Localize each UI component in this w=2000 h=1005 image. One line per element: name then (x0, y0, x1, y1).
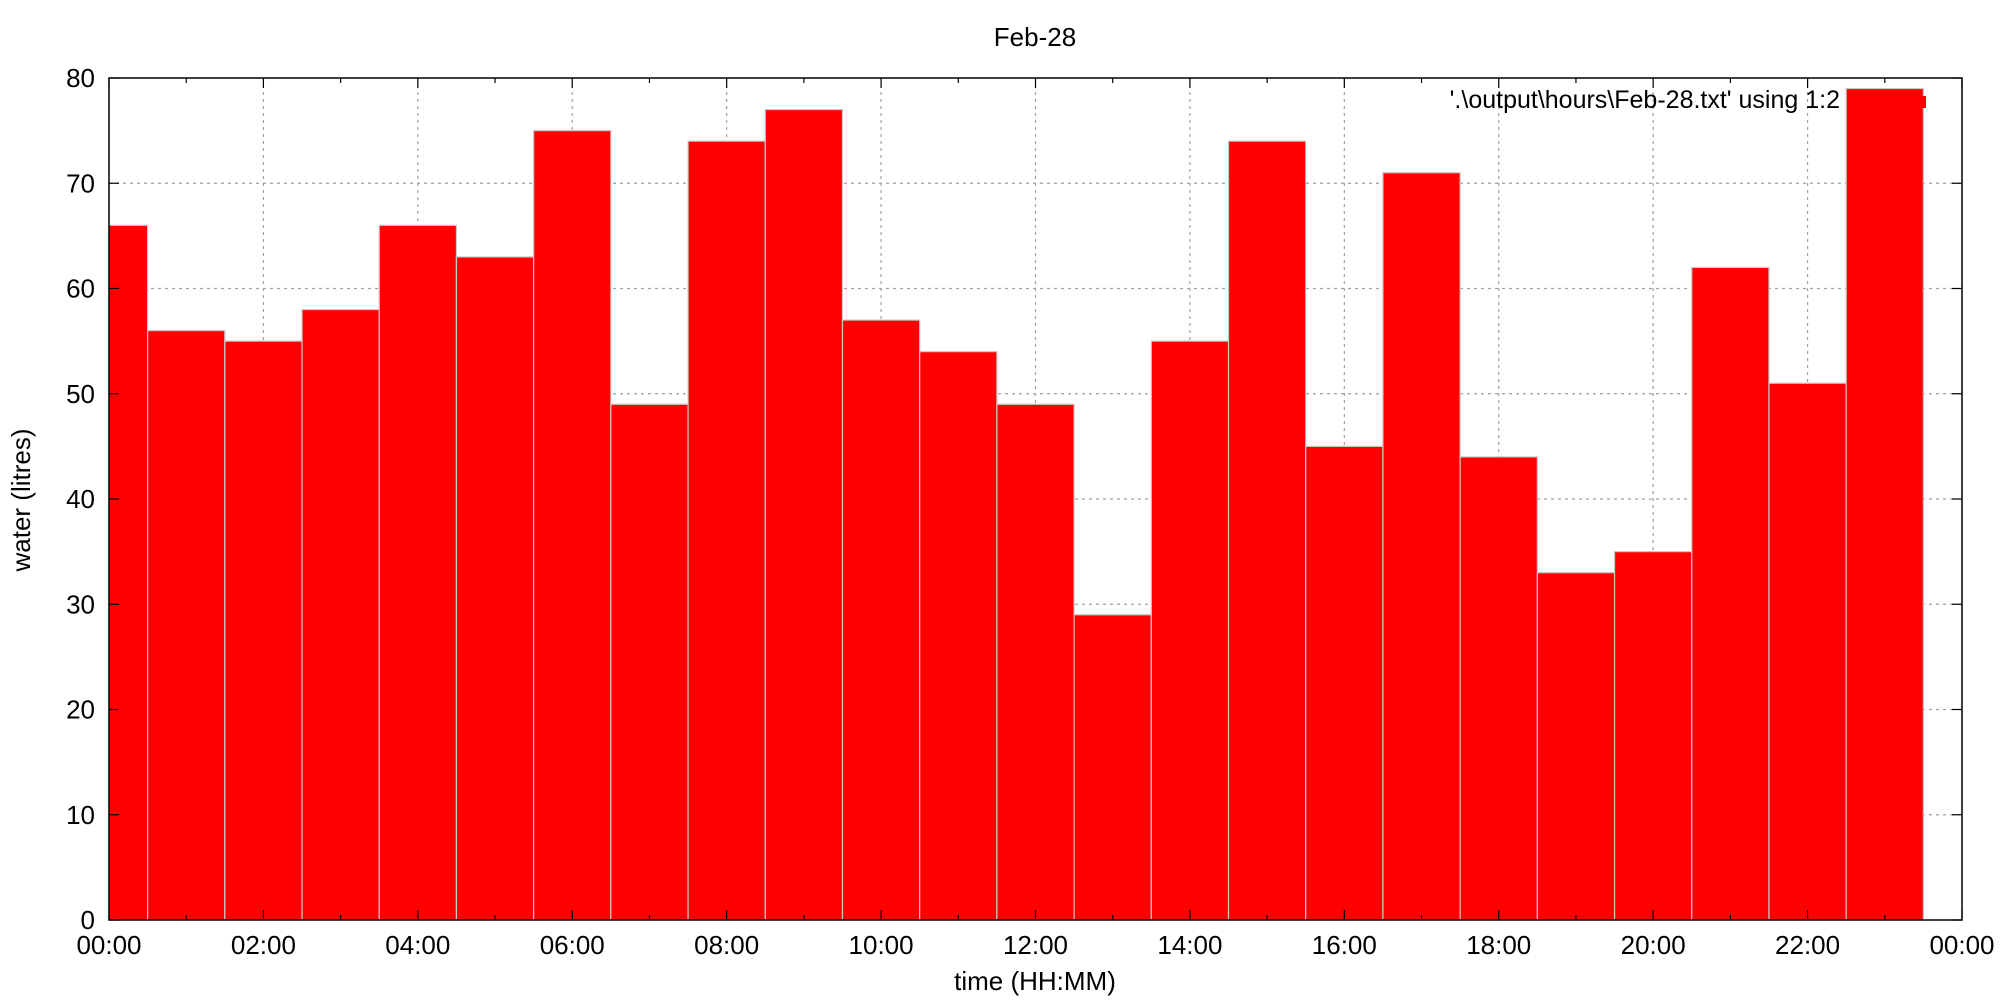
bar-1800 (1459, 456, 1538, 921)
bar-2100 (1691, 266, 1770, 921)
x-tick-label: 00:00 (76, 930, 141, 960)
x-tick-label: 02:00 (231, 930, 296, 960)
x-tick-label: 04:00 (385, 930, 450, 960)
y-tick-label: 10 (66, 800, 95, 830)
y-tick-label: 0 (81, 905, 95, 935)
y-tick-label: 30 (66, 589, 95, 619)
legend-entry-label: '.\output\hours\Feb-28.txt' using 1:2 (1450, 86, 1840, 114)
bar-0900 (764, 108, 844, 921)
x-tick-label: 20:00 (1621, 930, 1686, 960)
x-tick-label: 08:00 (694, 930, 759, 960)
y-tick-label: 80 (66, 63, 95, 93)
bar-1500 (1227, 140, 1307, 921)
y-tick-label: 60 (66, 274, 95, 304)
bar-1300 (1073, 614, 1152, 921)
x-axis-label: time (HH:MM) (954, 966, 1116, 996)
y-tick-label: 70 (66, 168, 95, 198)
bar-0500 (455, 256, 535, 921)
bar-1200 (996, 403, 1075, 921)
bar-1900 (1536, 572, 1616, 921)
y-tick-label: 20 (66, 695, 95, 725)
chart-title: Feb-28 (994, 22, 1076, 52)
y-tick-label: 50 (66, 379, 95, 409)
bar-0400 (378, 224, 458, 921)
bar-2200 (1768, 382, 1847, 921)
bar-0800 (687, 140, 766, 921)
x-tick-label: 00:00 (1929, 930, 1994, 960)
bar-0600 (533, 130, 612, 921)
bar-1000 (841, 319, 921, 921)
bar-1600 (1305, 445, 1384, 921)
bar-1400 (1150, 340, 1230, 921)
bar-0300 (301, 308, 380, 921)
bar-1100 (919, 351, 998, 921)
x-tick-label: 18:00 (1466, 930, 1531, 960)
x-tick-label: 06:00 (540, 930, 605, 960)
bars-layer (108, 87, 1924, 921)
x-tick-label: 14:00 (1157, 930, 1222, 960)
x-tick-label: 16:00 (1312, 930, 1377, 960)
bar-0100 (147, 330, 226, 921)
y-axis-label: water (litres) (6, 428, 36, 572)
bar-0000 (108, 224, 149, 921)
y-tick-label: 40 (66, 484, 95, 514)
legend-swatch (1852, 96, 1926, 108)
bar-2300 (1845, 87, 1924, 921)
ticks-layer: 0 10 20 30 40 50 60 70 80 00:00 02:00 04:00 06:00 08:… (66, 63, 1994, 960)
legend: '.\output\hours\Feb-28.txt' using 1:2 (1450, 86, 1926, 114)
bar-1700 (1382, 172, 1461, 921)
x-tick-label: 10:00 (849, 930, 914, 960)
x-tick-label: 12:00 (1003, 930, 1068, 960)
bar-0700 (610, 403, 689, 921)
x-tick-label: 22:00 (1775, 930, 1840, 960)
bar-0200 (224, 340, 303, 921)
bar-2000 (1613, 551, 1693, 921)
